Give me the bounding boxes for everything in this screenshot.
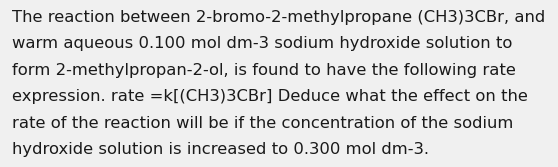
Text: expression. rate =k[(CH3)3CBr] Deduce what the effect on the: expression. rate =k[(CH3)3CBr] Deduce wh… (12, 89, 528, 104)
Text: The reaction between 2-bromo-2-methylpropane (CH3)3CBr, and: The reaction between 2-bromo-2-methylpro… (12, 10, 546, 25)
Text: warm aqueous 0.100 mol dm-3 sodium hydroxide solution to: warm aqueous 0.100 mol dm-3 sodium hydro… (12, 36, 513, 51)
Text: rate of the reaction will be if the concentration of the sodium: rate of the reaction will be if the conc… (12, 116, 514, 131)
Text: hydroxide solution is increased to 0.300 mol dm-3.: hydroxide solution is increased to 0.300… (12, 142, 429, 157)
Text: form 2-methylpropan-2-ol, is found to have the following rate: form 2-methylpropan-2-ol, is found to ha… (12, 63, 516, 78)
